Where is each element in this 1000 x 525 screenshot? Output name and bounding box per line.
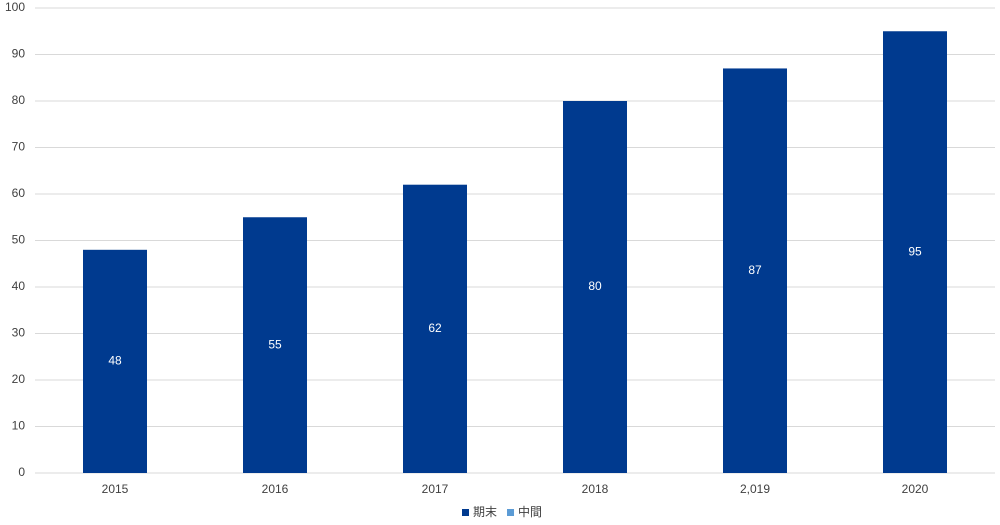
y-tick-label: 10 (12, 419, 26, 433)
x-tick-label: 2,019 (740, 482, 770, 496)
y-tick-label: 100 (5, 0, 25, 14)
legend-label: 期末 (473, 505, 497, 519)
x-tick-label: 2017 (422, 482, 449, 496)
bar (243, 217, 307, 473)
y-tick-label: 90 (12, 47, 26, 61)
y-tick-label: 0 (18, 465, 25, 479)
data-label: 55 (268, 337, 282, 351)
x-tick-label: 2016 (262, 482, 289, 496)
y-tick-label: 20 (12, 372, 26, 386)
x-tick-label: 2020 (902, 482, 929, 496)
data-label: 95 (908, 244, 922, 258)
y-tick-label: 40 (12, 279, 26, 293)
y-tick-label: 30 (12, 326, 26, 340)
bar (723, 68, 787, 473)
legend-swatch (462, 509, 469, 516)
data-label: 80 (588, 279, 602, 293)
data-label: 87 (748, 263, 762, 277)
legend-label: 中間 (518, 504, 542, 519)
data-label: 62 (428, 321, 442, 335)
bar (83, 249, 147, 473)
legend-swatch (507, 509, 515, 516)
bar (883, 31, 947, 473)
data-label: 48 (108, 354, 122, 368)
bar (563, 101, 627, 473)
y-tick-label: 80 (12, 93, 26, 107)
x-tick-label: 2018 (582, 482, 609, 496)
y-tick-label: 60 (12, 186, 26, 200)
bar (403, 184, 467, 473)
y-tick-label: 70 (12, 140, 26, 154)
y-tick-label: 50 (12, 233, 26, 247)
x-tick-label: 2015 (102, 482, 129, 496)
